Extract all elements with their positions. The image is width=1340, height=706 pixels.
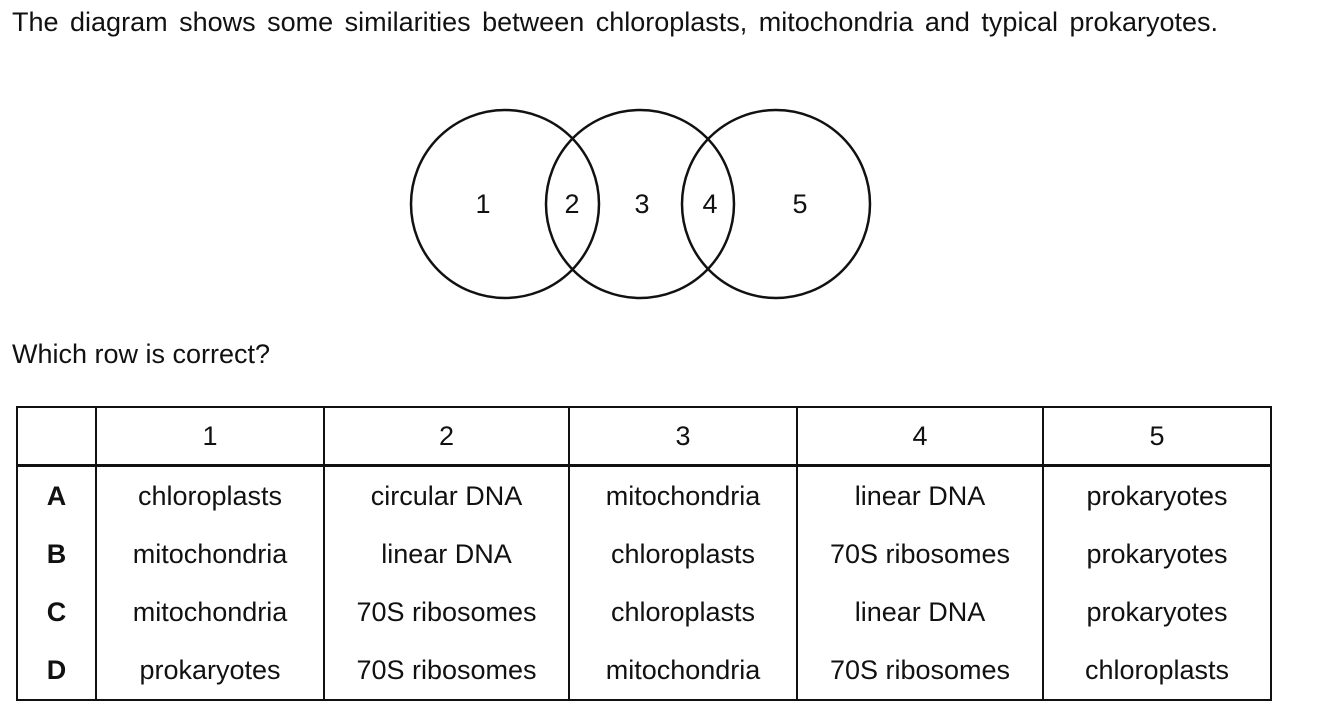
table-cell: prokaryotes	[1042, 464, 1272, 525]
table-header-cell: 5	[1042, 406, 1272, 467]
table-cell: linear DNA	[796, 464, 1044, 525]
venn-region-4: 4	[702, 189, 717, 219]
venn-circle-left	[409, 108, 601, 300]
table-header-cell: 2	[323, 406, 570, 467]
venn-circle-right	[680, 108, 872, 300]
venn-region-5: 5	[792, 189, 807, 219]
table-cell: 70S ribosomes	[796, 641, 1044, 701]
row-label: D	[16, 641, 97, 701]
table-row: A chloroplasts circular DNA mitochondria…	[16, 464, 1272, 525]
table-cell: prokaryotes	[1042, 525, 1272, 583]
table-cell: mitochondria	[95, 525, 325, 583]
table-cell: chloroplasts	[95, 464, 325, 525]
venn-region-3: 3	[634, 189, 649, 219]
venn-diagram: 1 2 3 4 5	[409, 108, 872, 300]
table-header-cell: 1	[95, 406, 325, 467]
table-cell: linear DNA	[796, 583, 1044, 641]
venn-region-1: 1	[475, 189, 490, 219]
table-row: C mitochondria 70S ribosomes chloroplast…	[16, 583, 1272, 641]
table-cell: 70S ribosomes	[323, 583, 570, 641]
table-cell: prokaryotes	[1042, 583, 1272, 641]
table-cell: 70S ribosomes	[323, 641, 570, 701]
table-cell: chloroplasts	[568, 525, 798, 583]
table-cell: chloroplasts	[568, 583, 798, 641]
table-cell: linear DNA	[323, 525, 570, 583]
answer-table: 1 2 3 4 5 A chloroplasts circular DNA mi…	[16, 406, 1272, 701]
table-cell: mitochondria	[568, 464, 798, 525]
row-label: A	[16, 464, 97, 525]
table-cell: prokaryotes	[95, 641, 325, 701]
table-cell: chloroplasts	[1042, 641, 1272, 701]
table-header-row: 1 2 3 4 5	[16, 406, 1272, 467]
question-text: Which row is correct?	[12, 339, 271, 369]
table-cell: mitochondria	[568, 641, 798, 701]
table-cell: mitochondria	[95, 583, 325, 641]
table-row: B mitochondria linear DNA chloroplasts 7…	[16, 525, 1272, 583]
table-header-cell: 4	[796, 406, 1044, 467]
table-row: D prokaryotes 70S ribosomes mitochondria…	[16, 641, 1272, 701]
intro-text: The diagram shows some similarities betw…	[12, 7, 1219, 37]
table-cell: circular DNA	[323, 464, 570, 525]
venn-circle-middle	[544, 108, 736, 300]
venn-region-2: 2	[564, 189, 579, 219]
table-header-cell: 3	[568, 406, 798, 467]
row-label: B	[16, 525, 97, 583]
table-header-cell	[16, 406, 97, 467]
table-cell: 70S ribosomes	[796, 525, 1044, 583]
row-label: C	[16, 583, 97, 641]
